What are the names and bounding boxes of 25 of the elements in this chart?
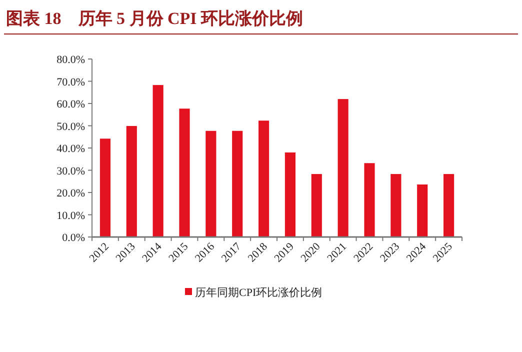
bar — [179, 108, 190, 237]
y-tick-label: 70.0% — [56, 76, 85, 88]
y-tick-label: 60.0% — [56, 98, 85, 110]
y-tick-label: 20.0% — [56, 188, 85, 200]
y-tick-label: 30.0% — [56, 165, 85, 178]
y-tick-label: 40.0% — [56, 143, 85, 155]
chart-title: 图表 18 历年 5 月份 CPI 环比涨价比例 — [6, 9, 304, 28]
y-tick-label: 50.0% — [56, 120, 85, 133]
bar — [206, 130, 216, 237]
bar — [338, 99, 348, 237]
bar — [364, 163, 375, 237]
y-tick-label: 10.0% — [56, 210, 85, 222]
legend-label: 历年同期CPI环比涨价比例 — [195, 286, 322, 299]
bar — [232, 130, 243, 237]
bar — [126, 126, 137, 237]
y-tick-label: 80.0% — [56, 54, 85, 66]
bar — [390, 174, 402, 237]
y-tick-label: 0.0% — [62, 232, 85, 244]
bar — [311, 174, 322, 237]
bar — [100, 138, 110, 237]
bar — [417, 184, 428, 237]
bar — [258, 120, 270, 237]
bar — [284, 152, 296, 237]
bar — [444, 174, 454, 237]
bar — [152, 85, 164, 237]
